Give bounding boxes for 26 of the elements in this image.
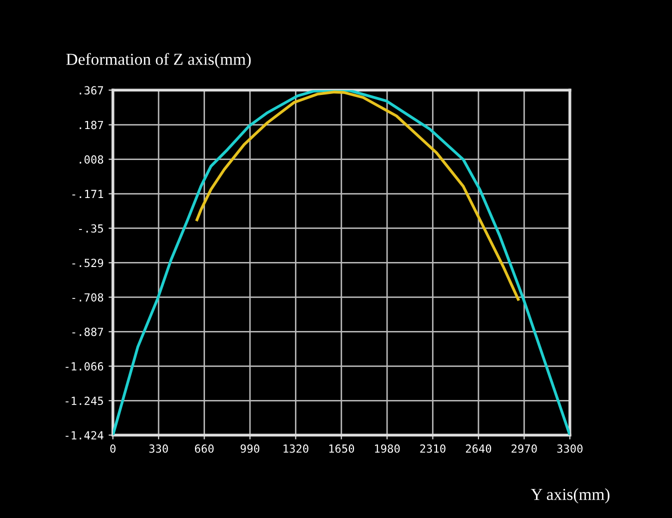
line-series <box>112 90 570 436</box>
y-tick-label: -.35 <box>79 224 103 233</box>
x-tick-label: 330 <box>149 444 168 453</box>
x-axis-title: Y axis(mm) <box>530 488 610 504</box>
line-series <box>196 90 520 301</box>
x-tick-label: 0 <box>110 444 116 453</box>
x-tick-label: 2970 <box>512 444 537 453</box>
chart-title: Deformation of Z axis(mm) <box>66 53 251 68</box>
x-tick-label: 2310 <box>420 444 446 453</box>
x-tick-label: 1650 <box>329 444 354 453</box>
x-tick-label: 990 <box>240 444 260 453</box>
y-tick-label: -1.066 <box>66 362 104 371</box>
x-tick-label: 1320 <box>284 444 308 453</box>
y-tick-label: -1.245 <box>66 396 103 406</box>
y-tick-label: -.171 <box>72 190 104 198</box>
y-tick-label: -1.424 <box>66 431 104 440</box>
x-tick-label: 660 <box>194 444 214 453</box>
y-tick-label: .367 <box>80 86 104 95</box>
y-tick-label: -.708 <box>72 293 104 302</box>
x-tick-label: 3300 <box>557 444 583 453</box>
y-tick-label: .008 <box>80 155 104 164</box>
y-tick-label: .187 <box>80 120 104 130</box>
y-tick-label: -.887 <box>72 328 104 336</box>
x-tick-label: 2640 <box>466 444 492 453</box>
y-tick-label: -.529 <box>72 258 104 268</box>
x-tick-label: 1980 <box>375 444 400 453</box>
